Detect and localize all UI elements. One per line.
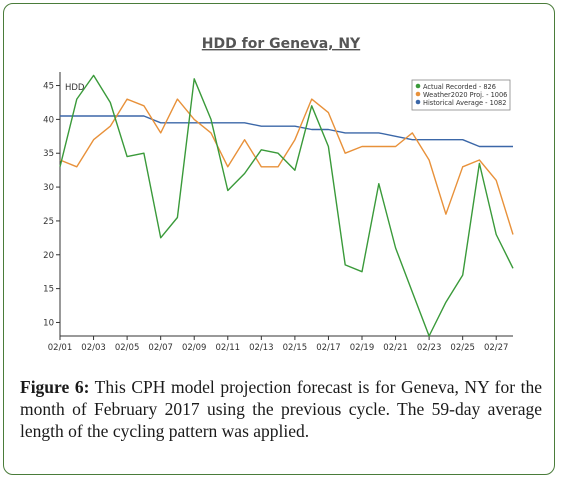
x-tick-label: 02/19 bbox=[350, 343, 375, 353]
chart-title: HDD for Geneva, NY bbox=[202, 36, 361, 52]
hdd-line-chart: HDD for Geneva, NY HDD 10 15 20 25 30 35 40 45 02/… bbox=[43, 36, 514, 353]
x-tick-label: 02/25 bbox=[450, 343, 475, 353]
legend-marker bbox=[415, 83, 421, 89]
x-tick-label: 02/09 bbox=[182, 343, 207, 353]
legend-marker bbox=[415, 99, 421, 105]
legend-box bbox=[411, 79, 511, 111]
x-tick-label: 02/07 bbox=[148, 343, 173, 353]
x-tick-label: 02/11 bbox=[216, 343, 241, 353]
x-tick-label: 02/15 bbox=[283, 343, 308, 353]
figure-caption: Figure 6: This CPH model projection fore… bbox=[20, 376, 542, 442]
x-tick-label: 02/13 bbox=[249, 343, 274, 353]
x-tick-label: 02/21 bbox=[383, 343, 408, 353]
y-tick-label: 10 bbox=[43, 318, 54, 328]
legend-entry: Historical Average - 1082 bbox=[423, 99, 506, 107]
legend-entry: Actual Recorded - 826 bbox=[423, 83, 496, 91]
caption-text: This CPH model projection forecast is fo… bbox=[20, 377, 542, 441]
figure-label: Figure 6: bbox=[20, 377, 90, 397]
x-tick-label: 02/01 bbox=[48, 343, 73, 353]
y-tick-label: 30 bbox=[43, 183, 54, 193]
y-tick-label: 35 bbox=[43, 149, 54, 159]
x-tick-label: 02/23 bbox=[417, 343, 442, 353]
series-line-1 bbox=[59, 98, 514, 235]
x-tick-label: 02/05 bbox=[115, 343, 140, 353]
legend-marker bbox=[415, 91, 421, 97]
x-tick-label: 02/17 bbox=[316, 343, 341, 353]
y-axis-label: HDD bbox=[65, 83, 85, 93]
y-tick-label: 25 bbox=[43, 217, 54, 227]
y-tick-label: 45 bbox=[43, 82, 54, 92]
x-tick-label: 02/27 bbox=[484, 343, 509, 353]
y-tick-label: 15 bbox=[43, 285, 54, 295]
x-tick-label: 02/03 bbox=[81, 343, 106, 353]
series-line-0 bbox=[59, 74, 514, 337]
y-tick-label: 40 bbox=[43, 115, 54, 125]
legend-entry: Weather2020 Proj. - 1006 bbox=[423, 91, 507, 99]
series-line-2 bbox=[60, 115, 513, 148]
y-tick-label: 20 bbox=[43, 251, 54, 261]
